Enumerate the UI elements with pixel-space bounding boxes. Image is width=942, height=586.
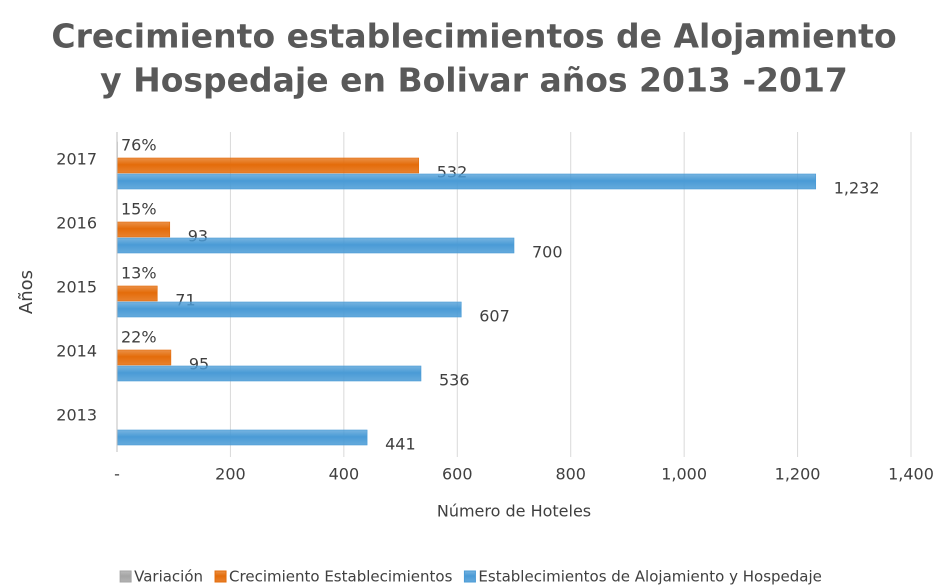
bar — [116, 221, 171, 238]
bar — [116, 237, 515, 254]
x-tick-label: 200 — [215, 465, 246, 484]
legend-swatch — [119, 570, 132, 583]
bar — [116, 285, 158, 302]
legend: Variación Crecimiento Establecimientos Est… — [119, 568, 822, 586]
legend-label: Variación — [134, 568, 203, 586]
data-label: 607 — [479, 307, 510, 326]
data-label: 22% — [121, 328, 157, 347]
y-tick-label: 2014 — [56, 342, 97, 361]
bar — [116, 173, 817, 190]
bar — [116, 365, 422, 382]
x-tick-label: 600 — [442, 465, 473, 484]
chart-title: y Hospedaje en Bolivar años 2013 -2017 — [100, 61, 848, 100]
bar — [116, 157, 420, 174]
bar — [116, 429, 368, 446]
x-tick-label: 1,000 — [661, 465, 707, 484]
x-axis-title: Número de Hoteles — [437, 502, 591, 521]
x-tick-label: 800 — [555, 465, 586, 484]
y-tick-label: 2015 — [56, 278, 97, 297]
legend-label: Crecimiento Establecimientos — [229, 568, 453, 586]
y-tick-label: 2013 — [56, 406, 97, 425]
y-axis-title: Años — [16, 270, 37, 314]
x-tick-label: 1,200 — [775, 465, 821, 484]
bar — [116, 301, 462, 318]
chart-title: Crecimiento establecimientos de Alojamie… — [51, 17, 896, 56]
data-label: 441 — [385, 435, 416, 454]
data-label: 13% — [121, 264, 157, 283]
y-tick-label: 2016 — [56, 214, 97, 233]
data-label: 700 — [532, 243, 563, 262]
y-tick-label: 2017 — [56, 150, 97, 169]
legend-label: Establecimientos de Alojamiento y Hosped… — [478, 568, 821, 586]
legend-swatch — [214, 570, 227, 583]
data-label: 76% — [121, 136, 157, 155]
x-tick-label: 400 — [329, 465, 360, 484]
data-label: 1,232 — [834, 179, 880, 198]
x-tick-label: 1,400 — [888, 465, 934, 484]
legend-swatch — [463, 570, 476, 583]
data-label: 15% — [121, 200, 157, 219]
bar — [116, 349, 172, 366]
x-tick-label: - — [114, 465, 120, 484]
data-label: 536 — [439, 371, 470, 390]
